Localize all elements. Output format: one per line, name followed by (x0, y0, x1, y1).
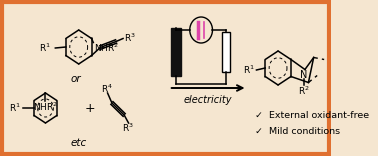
Text: N: N (301, 71, 308, 80)
Bar (222, 32, 230, 72)
Text: +: + (85, 102, 95, 115)
Text: R$^3$: R$^3$ (122, 122, 133, 134)
Text: R$^1$: R$^1$ (243, 64, 255, 76)
Text: ✓  Mild conditions: ✓ Mild conditions (255, 127, 341, 136)
Text: NHR$^2$: NHR$^2$ (94, 41, 119, 54)
Text: R$^3$: R$^3$ (124, 31, 136, 44)
Text: electricity: electricity (184, 95, 232, 105)
Text: R$^2$: R$^2$ (298, 84, 310, 97)
Text: R$^1$: R$^1$ (39, 42, 51, 54)
Text: etc: etc (71, 138, 87, 148)
Text: or: or (71, 74, 81, 84)
Text: NHR$^2$: NHR$^2$ (33, 101, 58, 113)
Text: ✓  External oxidant-free: ✓ External oxidant-free (255, 112, 369, 120)
FancyBboxPatch shape (2, 2, 329, 154)
Text: R$^1$: R$^1$ (9, 102, 21, 114)
Text: R$^4$: R$^4$ (101, 83, 113, 95)
Bar (171, 28, 181, 76)
